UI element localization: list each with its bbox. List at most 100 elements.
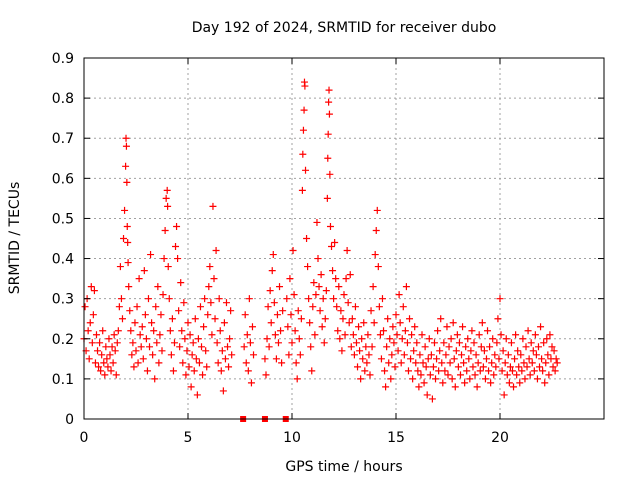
data-point <box>359 355 367 363</box>
data-point <box>549 363 557 371</box>
data-point <box>328 243 336 251</box>
data-point <box>384 315 392 323</box>
data-point <box>363 359 371 367</box>
data-point <box>369 283 377 291</box>
data-point <box>308 367 316 375</box>
data-point <box>132 347 140 355</box>
data-point <box>262 371 270 379</box>
data-point <box>528 359 536 367</box>
data-point <box>469 363 477 371</box>
data-point <box>166 327 174 335</box>
data-point <box>168 315 176 323</box>
data-point <box>187 383 195 391</box>
data-point <box>247 379 255 387</box>
data-point <box>493 339 501 347</box>
data-point <box>427 351 435 359</box>
data-point <box>96 339 104 347</box>
data-point <box>81 303 89 311</box>
data-point <box>490 371 498 379</box>
data-point <box>404 367 412 375</box>
x-axis-title: GPS time / hours <box>285 459 402 475</box>
data-point <box>102 343 110 351</box>
data-point <box>319 295 327 303</box>
data-point <box>326 170 334 178</box>
data-point <box>169 367 177 375</box>
data-point <box>139 355 147 363</box>
data-point <box>283 295 291 303</box>
data-point <box>244 367 252 375</box>
data-point <box>429 363 437 371</box>
data-point <box>479 363 487 371</box>
data-point <box>453 331 461 339</box>
data-point <box>136 331 144 339</box>
data-point <box>122 134 130 142</box>
data-point <box>397 359 405 367</box>
data-point <box>461 379 469 387</box>
data-point <box>324 154 332 162</box>
data-point <box>324 130 332 138</box>
data-point <box>497 331 505 339</box>
data-point <box>551 367 559 375</box>
data-point <box>468 327 476 335</box>
data-point <box>462 343 470 351</box>
data-point <box>122 142 130 150</box>
data-point <box>298 186 306 194</box>
data-point <box>150 327 158 335</box>
data-point <box>98 351 106 359</box>
data-point <box>302 166 310 174</box>
data-point <box>306 319 314 327</box>
data-point <box>162 194 170 202</box>
data-point <box>112 371 120 379</box>
data-point <box>360 319 368 327</box>
data-point <box>208 331 216 339</box>
data-point <box>205 283 213 291</box>
data-point <box>466 375 474 383</box>
data-point <box>331 239 339 247</box>
data-point <box>421 343 429 351</box>
data-point <box>459 323 467 331</box>
data-point <box>520 359 528 367</box>
data-point <box>407 355 415 363</box>
data-point <box>436 347 444 355</box>
data-point <box>174 255 182 263</box>
data-point <box>545 371 553 379</box>
data-point <box>270 299 278 307</box>
data-point <box>365 351 373 359</box>
data-point <box>113 339 121 347</box>
data-point <box>444 371 452 379</box>
data-point <box>313 218 321 226</box>
data-point <box>542 359 550 367</box>
data-point <box>265 343 273 351</box>
data-point <box>377 355 385 363</box>
data-point <box>478 319 486 327</box>
data-point <box>129 339 137 347</box>
data-point <box>401 327 409 335</box>
data-point <box>385 359 393 367</box>
data-point <box>286 275 294 283</box>
data-point <box>243 331 251 339</box>
data-point <box>167 351 175 359</box>
data-point <box>496 295 504 303</box>
data-point <box>337 307 345 315</box>
data-point <box>148 319 156 327</box>
data-point <box>489 335 497 343</box>
data-point <box>95 363 103 371</box>
data-point <box>410 347 418 355</box>
data-point <box>173 222 181 230</box>
data-point <box>408 331 416 339</box>
data-point <box>474 359 482 367</box>
data-point <box>548 343 556 351</box>
data-point <box>273 311 281 319</box>
data-point <box>414 367 422 375</box>
data-point <box>97 367 105 375</box>
y-tick-label: 0.5 <box>52 211 74 227</box>
data-point <box>538 355 546 363</box>
data-point <box>550 347 558 355</box>
data-point <box>475 331 483 339</box>
data-point <box>204 311 212 319</box>
data-point <box>553 359 561 367</box>
data-point <box>241 311 249 319</box>
data-point <box>250 351 258 359</box>
data-point <box>502 335 510 343</box>
data-point <box>212 247 220 255</box>
